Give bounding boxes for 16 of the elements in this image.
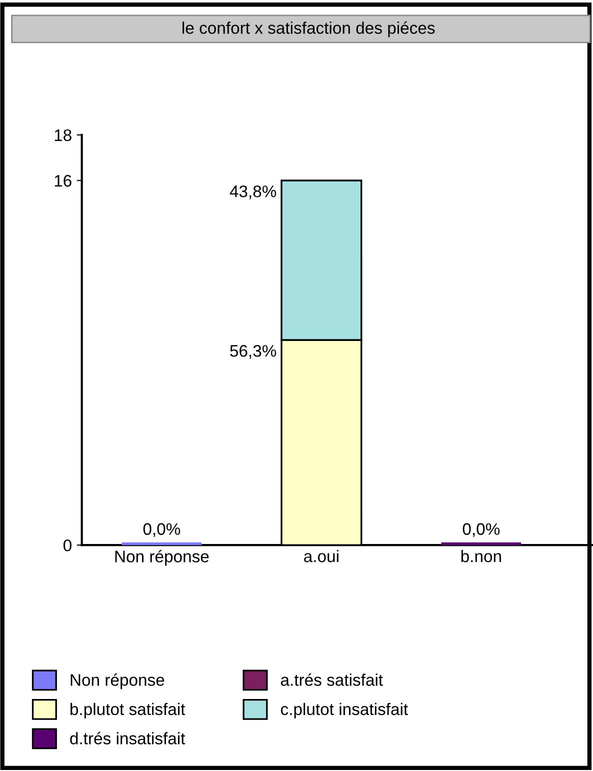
y-tick-label: 16 [54, 174, 72, 187]
annotation: 43,8% [230, 185, 276, 200]
legend-label: d.trés insatisfait [70, 732, 186, 744]
legend-label: a.trés satisfait [280, 673, 383, 686]
y-tick-label: 18 [54, 129, 72, 142]
y-tick-label: 0 [63, 540, 72, 552]
annotation: 0,0% [462, 523, 500, 537]
x-tick-label: b.non [461, 550, 501, 562]
annotation: 0,0% [143, 523, 180, 537]
x-tick-label: a.oui [304, 550, 338, 562]
legend-label: Non réponse [70, 673, 164, 690]
x-tick-label: Non réponse [115, 550, 209, 566]
legend-label: b.plutot satisfait [70, 702, 186, 718]
chart-title: le confort x satisfaction des piéces [182, 21, 435, 38]
legend-label: c.plutot insatisfait [280, 702, 408, 718]
annotation: 56,3% [230, 345, 276, 359]
